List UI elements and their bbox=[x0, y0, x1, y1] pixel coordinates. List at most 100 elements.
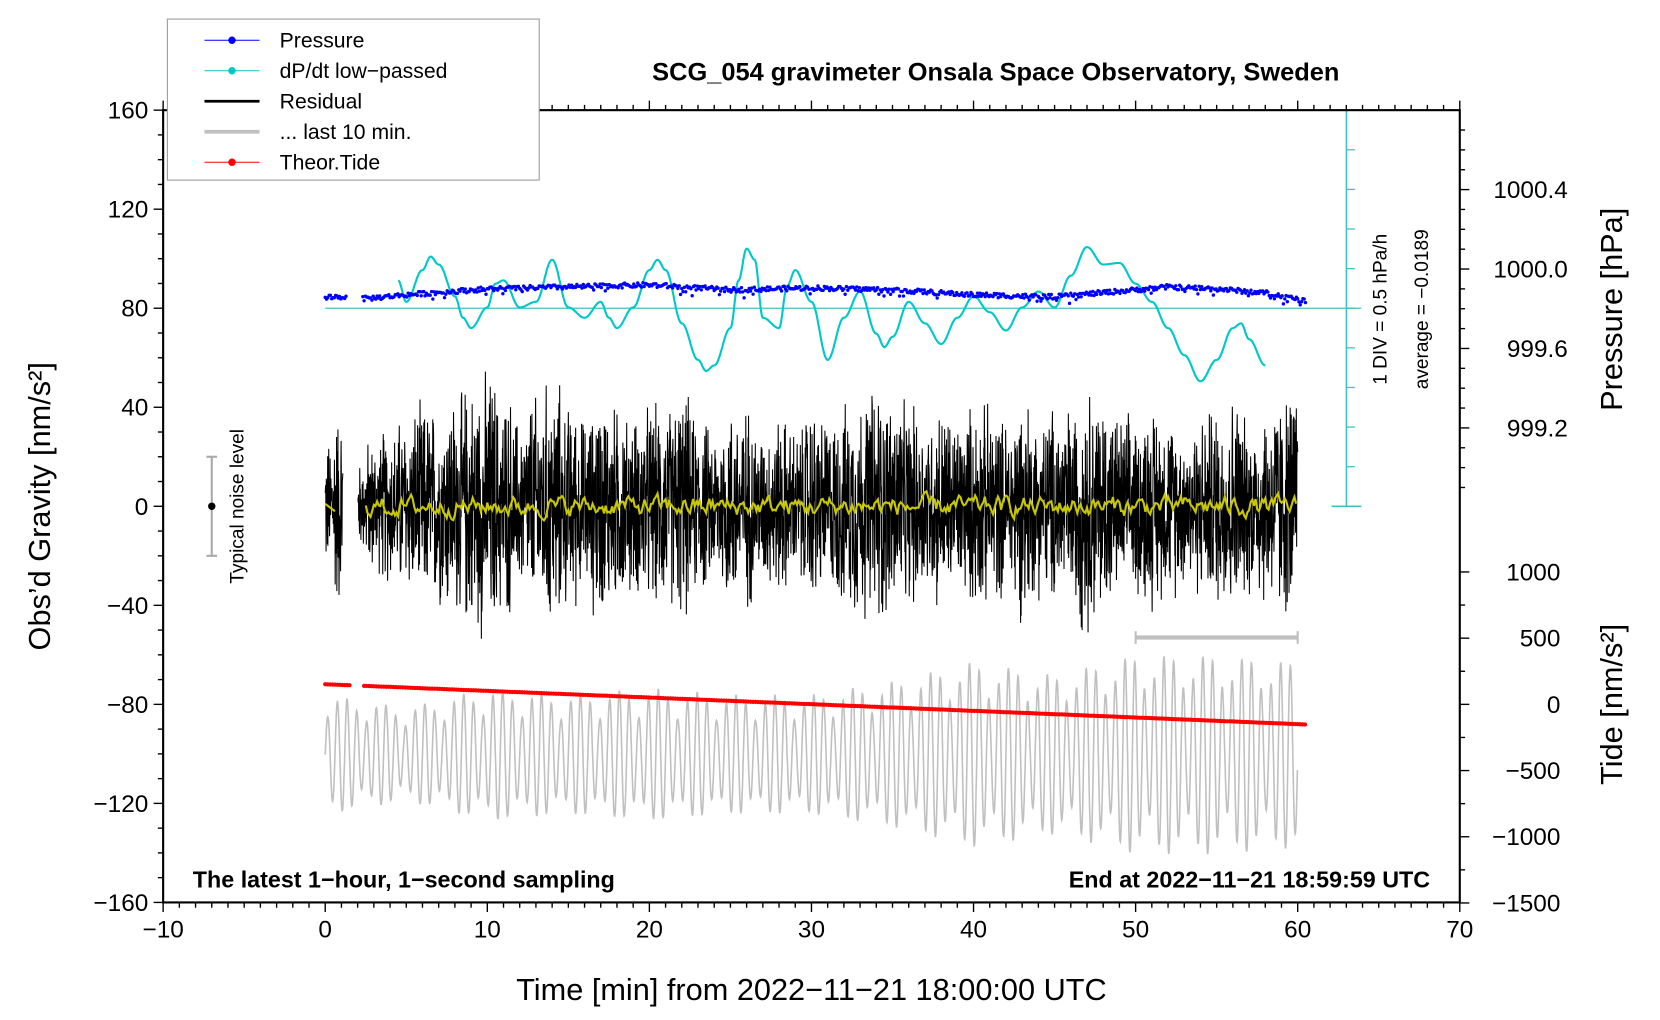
pressure-point bbox=[1026, 295, 1030, 300]
tide-tick-label: 1000 bbox=[1506, 559, 1560, 586]
pressure-point bbox=[1021, 292, 1025, 297]
pressure-point bbox=[1246, 294, 1251, 298]
pressure-point bbox=[967, 293, 972, 297]
pressure-point bbox=[328, 293, 333, 297]
pressure-point bbox=[1146, 287, 1151, 292]
legend: Pressure dP/dt low−passed Residual ... last… bbox=[166, 18, 540, 181]
pressure-point bbox=[689, 287, 693, 291]
pressure-point bbox=[974, 294, 978, 299]
pressure-point bbox=[842, 287, 846, 291]
x-tick-label: 60 bbox=[1284, 916, 1311, 943]
y-axis-label: Obs’d Gravity [nm/s²] bbox=[22, 362, 57, 650]
pressure-point bbox=[1100, 292, 1104, 296]
pressure-point bbox=[857, 285, 862, 290]
pressure-point bbox=[1162, 284, 1166, 288]
pressure-tick-label: 1000.4 bbox=[1493, 177, 1568, 204]
pressure-point bbox=[1022, 296, 1026, 300]
pressure-tick-label: 999.6 bbox=[1507, 336, 1568, 363]
pressure-point bbox=[856, 289, 860, 293]
pressure-point bbox=[573, 285, 578, 290]
pressure-point bbox=[432, 290, 436, 294]
pressure-point bbox=[639, 285, 644, 289]
pressure-point bbox=[1111, 292, 1116, 296]
pressure-point bbox=[882, 294, 886, 298]
pressure-point bbox=[1135, 286, 1139, 290]
pressure-point bbox=[1045, 297, 1050, 301]
pressure-point bbox=[693, 283, 697, 288]
pressure-point bbox=[1039, 299, 1043, 303]
annotation-sampling: The latest 1−hour, 1−second sampling bbox=[193, 867, 615, 893]
y-tick-label: −160 bbox=[93, 890, 148, 917]
pressure-point bbox=[921, 291, 925, 296]
pressure-point bbox=[681, 290, 685, 294]
pressure-point bbox=[951, 290, 955, 295]
tide-tick-label: 500 bbox=[1520, 626, 1561, 653]
legend-swatch-dot bbox=[228, 67, 236, 75]
pressure-point bbox=[677, 284, 681, 288]
pressure-point bbox=[483, 288, 487, 293]
pressure-point bbox=[1079, 295, 1083, 299]
tide-tick-label: 0 bbox=[1547, 692, 1561, 719]
pressure-point bbox=[996, 296, 1000, 300]
legend-label: Pressure bbox=[280, 30, 365, 53]
pressure-point bbox=[654, 282, 658, 286]
pressure-point bbox=[632, 282, 636, 286]
pressure-point bbox=[1078, 291, 1082, 296]
tide-point bbox=[347, 683, 352, 688]
residual-series bbox=[324, 371, 1299, 639]
pressure-point bbox=[935, 296, 939, 300]
pressure-point bbox=[431, 297, 435, 301]
pressure-point bbox=[746, 290, 750, 294]
pressure-point bbox=[370, 298, 374, 302]
pressure-point bbox=[1238, 288, 1243, 292]
pressure-point bbox=[344, 294, 348, 298]
pressure-point bbox=[1235, 290, 1239, 294]
pressure-point bbox=[875, 285, 880, 290]
pressure-point bbox=[1074, 297, 1078, 302]
pressure-point bbox=[722, 289, 727, 294]
pressure-point bbox=[1095, 292, 1099, 297]
pressure-point bbox=[1088, 290, 1092, 294]
pressure-point bbox=[808, 292, 812, 296]
pressure-point bbox=[1245, 289, 1249, 293]
pressure-point bbox=[641, 281, 645, 285]
pressure-point bbox=[948, 292, 952, 297]
pressure-point bbox=[634, 284, 639, 288]
x-axis-label: Time [min] from 2022−11−21 18:00:00 UTC bbox=[516, 972, 1107, 1007]
pressure-point bbox=[433, 292, 438, 297]
pressure-point bbox=[1067, 301, 1072, 306]
pressure-point bbox=[680, 286, 684, 291]
pressure-point bbox=[807, 287, 811, 291]
pressure-point bbox=[597, 284, 601, 289]
pressure-point bbox=[598, 282, 602, 286]
pressure-point bbox=[991, 294, 995, 299]
pressure-point bbox=[1194, 287, 1199, 292]
pressure-point bbox=[843, 292, 847, 296]
legend-swatch-dot bbox=[228, 36, 236, 44]
pressure-point bbox=[499, 286, 504, 290]
pressure-point bbox=[1276, 292, 1280, 296]
x-tick-label: 10 bbox=[474, 916, 501, 943]
pressure-point bbox=[711, 286, 715, 290]
pressure-point bbox=[1089, 293, 1094, 297]
pressure-point bbox=[785, 289, 789, 293]
x-tick-label: 40 bbox=[960, 916, 987, 943]
pressure-point bbox=[361, 294, 365, 299]
tide-tick-label: −1000 bbox=[1492, 824, 1560, 851]
legend-swatch-dot bbox=[228, 158, 236, 166]
pressure-point bbox=[1261, 289, 1265, 293]
pressure-point bbox=[377, 294, 382, 298]
tide-point bbox=[1302, 722, 1308, 727]
pressure-point bbox=[670, 286, 675, 290]
pressure-point bbox=[748, 289, 753, 293]
pressure-point bbox=[1143, 289, 1147, 293]
pressure-point bbox=[1104, 291, 1108, 295]
pressure-point bbox=[1298, 303, 1302, 307]
pressure-point bbox=[698, 284, 702, 289]
pressure-point bbox=[678, 292, 683, 297]
pressure-point bbox=[1152, 288, 1156, 292]
y-tick-label: 80 bbox=[121, 296, 148, 323]
pressure-point bbox=[717, 292, 722, 297]
y-tick-label: −120 bbox=[93, 791, 148, 818]
pressure-point bbox=[1066, 294, 1070, 298]
